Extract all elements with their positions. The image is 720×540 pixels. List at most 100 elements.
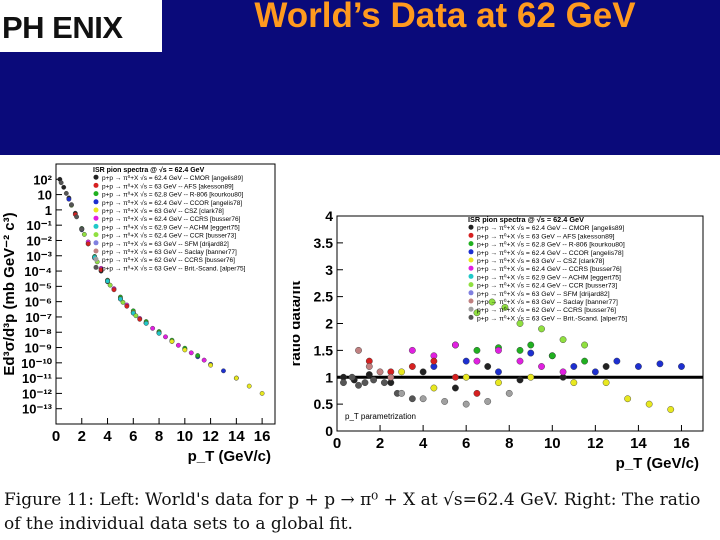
data-point [452, 373, 459, 381]
data-point [656, 360, 664, 368]
legend-entry: p+p → π⁰+X √s = 62.4 GeV -- CCOR [angeli… [477, 249, 624, 257]
data-point [473, 346, 481, 354]
data-point [133, 313, 139, 319]
y-tick-label: 2 [325, 316, 333, 332]
y-tick-label: 0.5 [314, 396, 334, 412]
legend-title: ISR pion spectra @ √s = 62.4 GeV [93, 166, 205, 174]
data-point [195, 353, 201, 358]
y-tick-label: 4 [325, 208, 333, 224]
x-tick-label: 16 [254, 428, 271, 445]
legend-entry: p+p → π⁰+X √s = 62.4 GeV -- CCR [busser7… [477, 282, 617, 290]
phenix-logo: PH ENIX [0, 0, 162, 52]
legend-entry: p+p → π⁰+X √s = 62.4 GeV -- CCOR [angeli… [102, 199, 242, 207]
slide-title: World’s Data at 62 GeV [254, 0, 636, 35]
legend-entry: p+p → π⁰+X √s = 62 GeV -- CCRS [busser76… [102, 256, 235, 264]
legend-marker [468, 265, 474, 271]
legend-entry: p+p → π⁰+X √s = 62 GeV -- CCRS [busser76… [477, 306, 616, 314]
y-axis-label: ratio data/fit [293, 281, 304, 367]
data-point [175, 342, 181, 348]
data-point [150, 325, 156, 331]
legend-entry: p+p → π⁰+X √s = 63 GeV -- CSZ [clark78] [477, 257, 604, 265]
data-point [408, 346, 416, 354]
data-point [355, 381, 362, 389]
y-tick-label: 1.5 [314, 342, 334, 358]
data-point [66, 196, 72, 202]
legend-entry: p+p → π⁰+X √s = 63 GeV -- AFS [akesson89… [102, 182, 234, 190]
data-point [370, 376, 378, 384]
data-point [613, 357, 621, 365]
data-point [602, 363, 610, 370]
legend-entry: p+p → π⁰+X √s = 62.8 GeV -- R-806 [kourk… [102, 191, 243, 199]
x-tick-label: 8 [505, 435, 513, 452]
data-point [259, 391, 265, 396]
data-point [380, 379, 388, 387]
data-point [516, 376, 524, 384]
data-point [495, 379, 502, 387]
data-point [501, 303, 509, 311]
x-tick-label: 14 [228, 428, 245, 445]
annotation: p_T parametrization [345, 412, 416, 421]
data-point [591, 368, 599, 376]
data-point [462, 373, 470, 381]
data-point [85, 241, 91, 247]
legend-marker [93, 215, 99, 221]
x-axis-label: p_T (GeV/c) [188, 448, 271, 465]
legend-entry: p+p → π⁰+X √s = 62.4 GeV -- CCRS [busser… [102, 215, 241, 223]
x-tick-label: 4 [419, 435, 428, 452]
x-tick-label: 10 [544, 435, 561, 452]
left-chart-panel: 0 2 4 6 8 10 12 14 16 10² 10 1 10⁻¹ 10⁻² 10⁻³ 10⁻⁴ 10⁻⁵ 1… [0, 156, 292, 474]
y-tick-label: 0 [325, 423, 333, 439]
data-point [488, 298, 496, 306]
data-point [387, 373, 395, 381]
legend-marker [468, 249, 474, 255]
data-point [79, 226, 85, 232]
x-tick-label: 12 [587, 435, 604, 452]
data-point [111, 287, 117, 293]
data-point [137, 316, 143, 322]
data-point [98, 267, 104, 273]
data-point [376, 368, 384, 376]
right-chart: 0 2 4 6 8 10 12 14 16 0 0.5 1 1.5 2 2.5 3 3.5 4 p_T (GeV/c… [287, 208, 704, 472]
data-point [188, 350, 194, 356]
data-point [81, 231, 87, 237]
data-point [570, 379, 578, 387]
data-point [430, 384, 438, 392]
x-tick-label: 10 [176, 428, 193, 445]
data-point [495, 368, 502, 376]
data-point [156, 330, 162, 336]
data-point [361, 379, 369, 387]
x-tick-label: 0 [333, 435, 341, 452]
data-point [365, 371, 373, 378]
data-point [678, 363, 685, 370]
data-point [398, 368, 405, 376]
data-point [201, 357, 207, 363]
data-point [398, 389, 405, 397]
y-tick-label: 10⁻² [26, 233, 52, 248]
data-point [516, 346, 524, 354]
data-point [124, 303, 130, 309]
legend-entry: p+p → π⁰+X √s = 63 GeV -- CSZ [clark78] [102, 207, 224, 215]
data-point [63, 190, 69, 196]
legend-marker [93, 207, 99, 213]
x-tick-label: 12 [202, 428, 219, 445]
data-point [473, 309, 481, 317]
data-point [408, 395, 416, 403]
x-tick-label: 0 [52, 428, 60, 445]
x-tick-label: 6 [129, 428, 137, 445]
legend-entry: p+p → π⁰+X √s = 62.4 GeV -- CCRS [busser… [477, 265, 622, 273]
y-axis-label: Ed³σ/d³p (mb GeV⁻² c³) [1, 212, 18, 375]
y-tick-label: 10⁻³ [26, 249, 52, 264]
data-point [527, 341, 535, 349]
data-point [221, 368, 226, 374]
y-tick-label: 10⁻¹¹ [22, 371, 52, 386]
y-tick-label: 3 [325, 262, 333, 278]
legend-marker [468, 224, 474, 230]
legend-marker [93, 248, 99, 254]
legend-entry: p+p → π⁰+X √s = 62.8 GeV -- R-806 [kourk… [477, 241, 625, 249]
legend-marker [468, 257, 474, 263]
data-point [69, 202, 74, 208]
data-point [581, 357, 588, 365]
data-point [233, 375, 239, 381]
legend-marker [93, 174, 99, 180]
data-point [120, 299, 126, 305]
